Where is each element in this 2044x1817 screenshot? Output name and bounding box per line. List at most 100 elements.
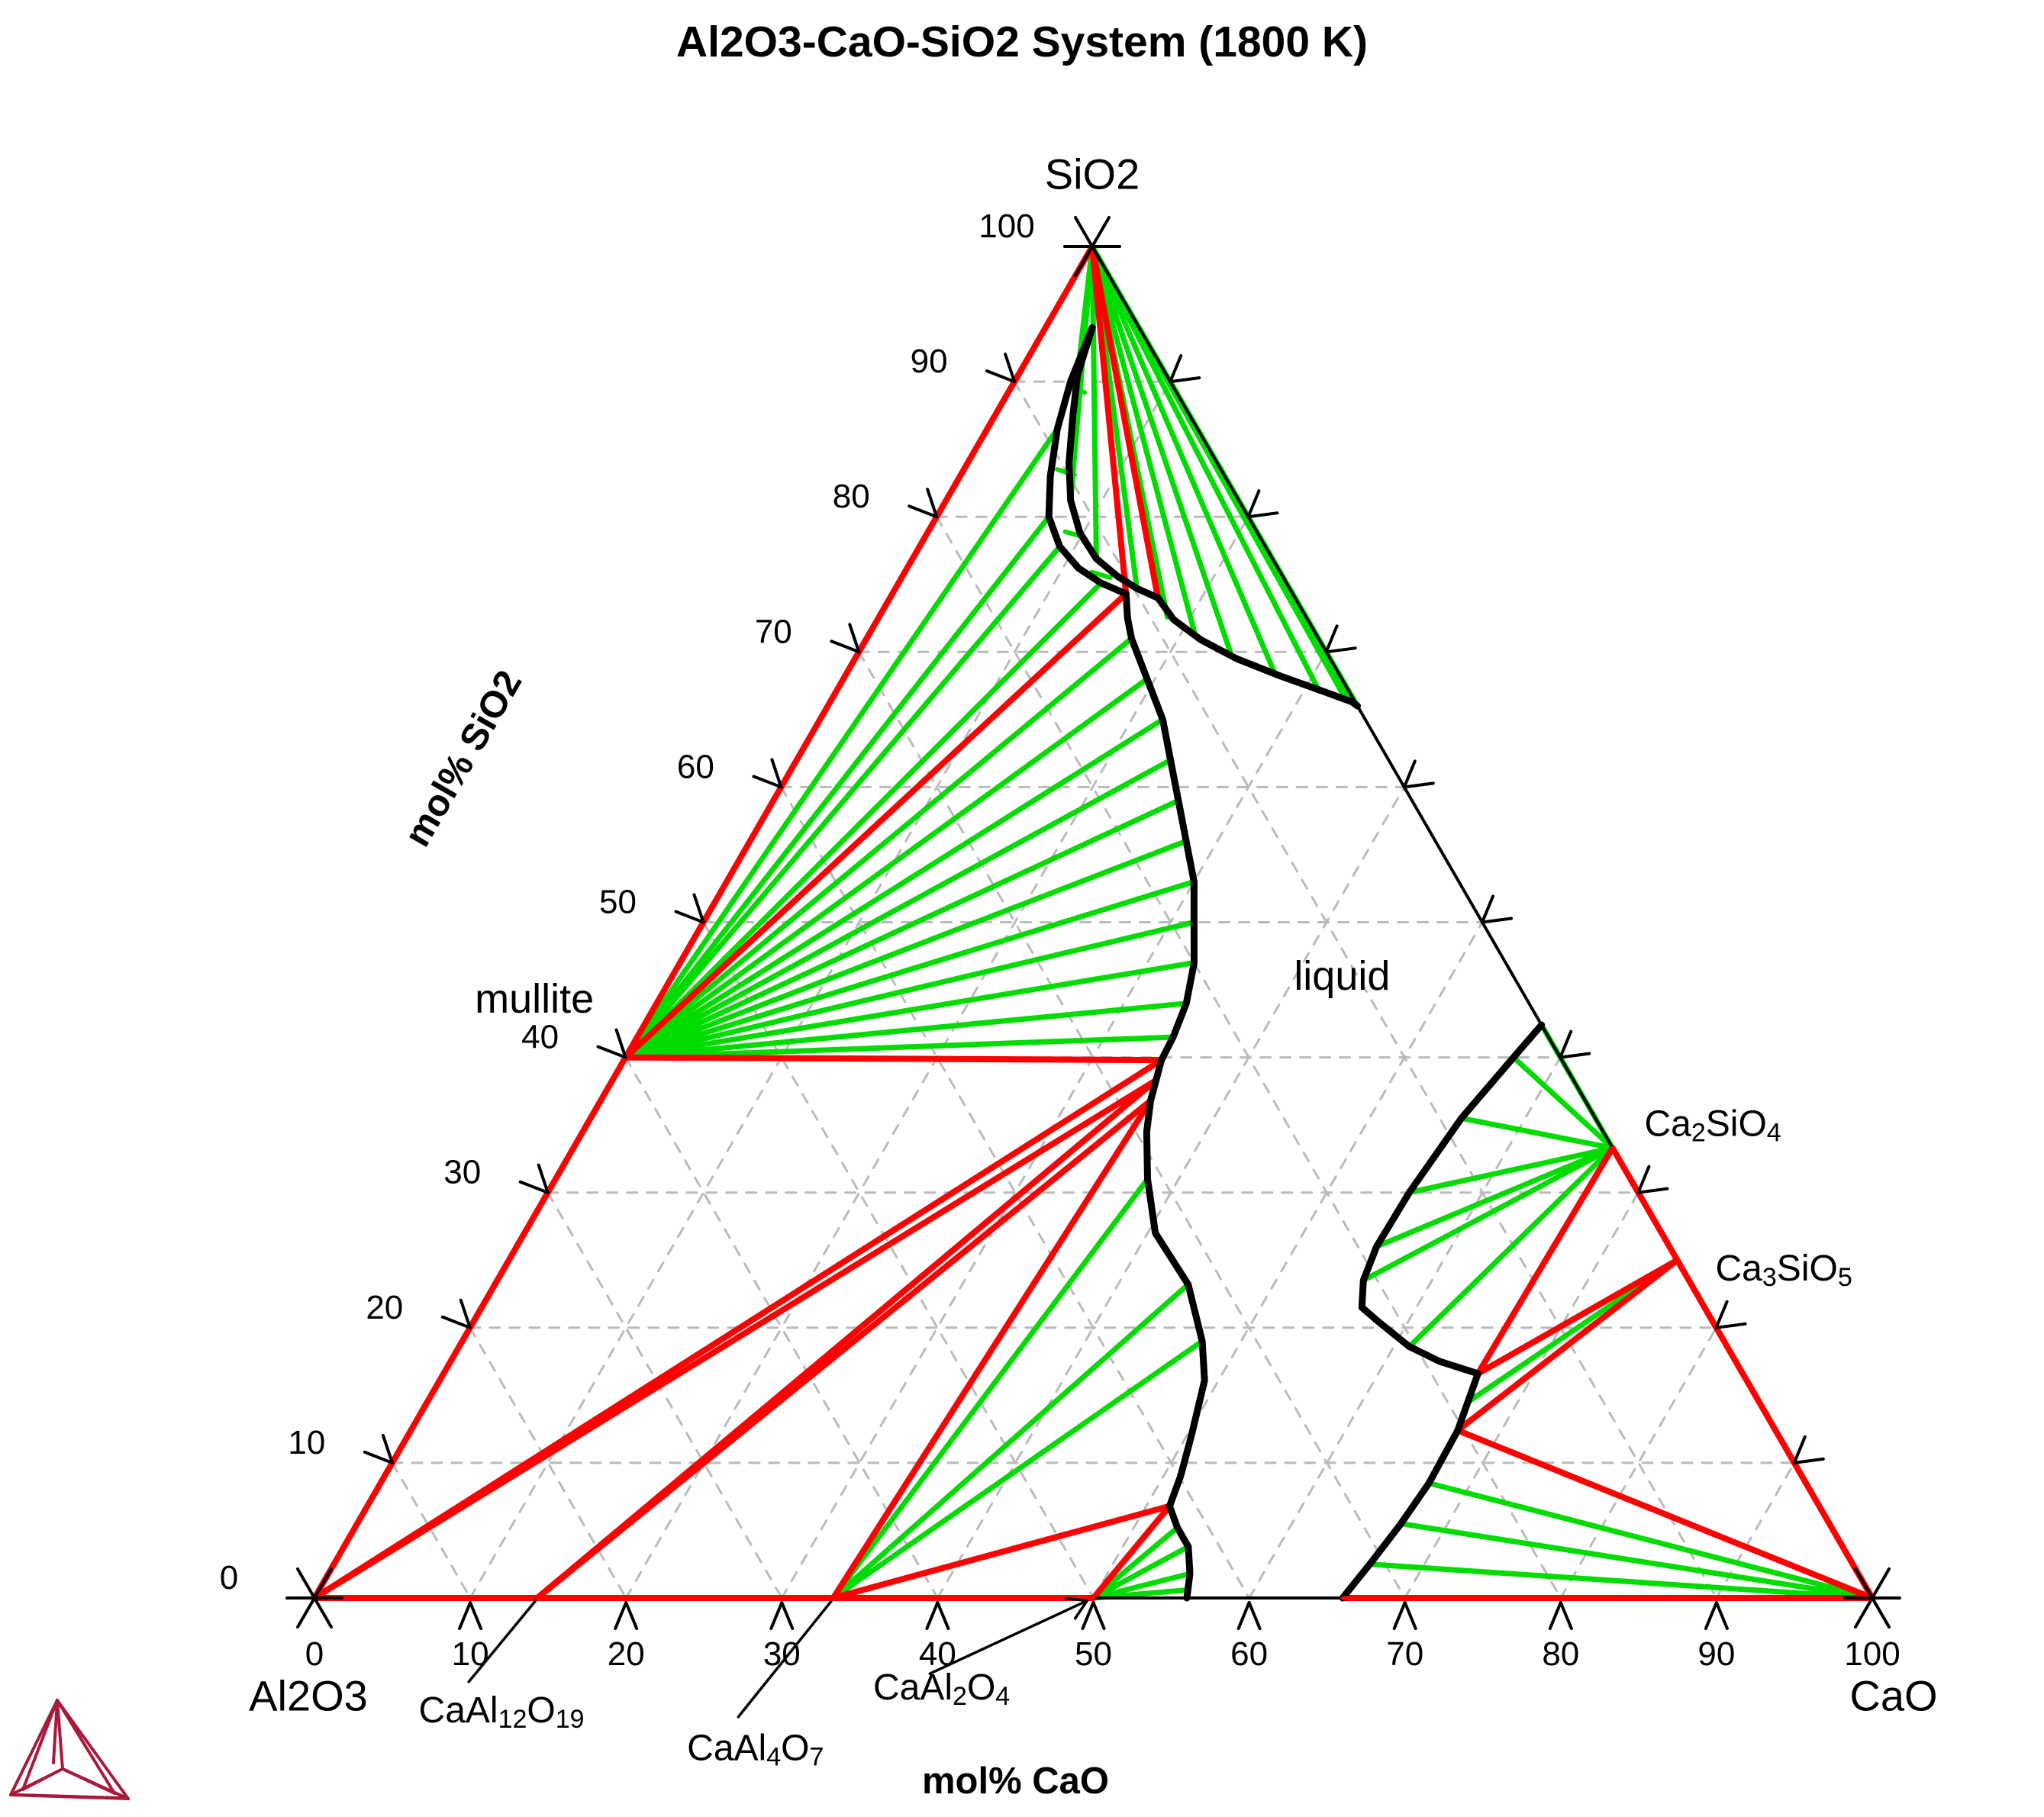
triangle-edge-4 [622,591,1130,1061]
triangle-edge-14 [1454,1257,1681,1434]
logo-line-0 [9,1699,59,1796]
tick-left-20 [440,1315,472,1329]
tie-line-SiO2-6 [1089,243,1234,658]
phase-label-Ca3SiO5: Ca3SiO5 [1716,1248,1852,1292]
tie-line-CaAl2O4-1 [1091,1544,1191,1601]
tick-right-80 [1246,511,1279,519]
bottom-tick-label-20: 20 [608,1635,645,1673]
tie-line-Ca2SiO4-1 [1510,1055,1616,1151]
gridline-al2o3-60 [624,1056,939,1600]
tie-line-mullite-14 [623,1034,1176,1061]
left-tick-label-60: 60 [677,748,714,785]
logo-line-7 [56,1699,116,1795]
tick-right-60 [1402,781,1435,789]
tie-line-mullite-9 [623,838,1189,1061]
tie-line-CaO-1 [1398,1521,1875,1601]
ticks [285,216,1901,1630]
tick-right-70 [1324,646,1357,654]
tie-line-CaAl2O4-2 [1091,1571,1193,1601]
tick-bottom-30 [769,1601,784,1630]
gridline-cao-80 [1559,1326,1718,1600]
tie-line-CaAl4O7-0 [830,1176,1150,1601]
left-tick-label-0: 0 [220,1559,238,1596]
chart-title: Al2O3-CaO-SiO2 System (1800 K) [675,18,1369,66]
triangle-edge-12 [1090,1503,1173,1601]
left-tick-label-20: 20 [366,1289,403,1326]
bottom-tick-label-30: 30 [763,1635,801,1673]
triangle-edge-3 [1089,243,1162,601]
phase-label-Ca2SiO4: Ca2SiO4 [1645,1103,1781,1147]
triangle-edge-15 [1475,1257,1681,1377]
tick-right-20 [1714,1322,1747,1329]
tick-bottom-10 [458,1601,472,1630]
gridline-cao-10 [469,380,1172,1600]
triangle-edge-5 [622,1054,1165,1064]
tie-line-CaAl4O7-2 [830,1339,1205,1601]
tie-line-mullite-8 [623,797,1182,1061]
tick-left-80 [908,504,939,519]
triangle-edge-9 [534,1097,1154,1601]
tie-line-mullite-3 [623,580,1104,1061]
bottom-tick-label-50: 50 [1075,1635,1112,1673]
tie-line-CaAl4O7-1 [830,1281,1191,1601]
phase-label-CaAl12O19: CaAl12O19 [419,1690,585,1734]
tie-line-CaO-0 [1367,1561,1875,1601]
gridline-cao-60 [1248,1056,1562,1600]
bottom-tick-label-60: 60 [1230,1635,1268,1673]
region-label-liquid: liquid [1294,953,1391,1000]
tick-left-40 [596,1045,627,1059]
tie-line-mullite-13 [623,1000,1189,1061]
logo-line-6 [21,1699,59,1791]
left-tick-label-100: 100 [978,208,1034,245]
left-tick-label-50: 50 [599,884,637,921]
corner-label-al2o3: Al2O3 [249,1671,368,1720]
tie-line-Ca2SiO4-4 [1374,1145,1616,1249]
gridline-cao-70 [1404,1191,1639,1600]
left-tick-label-70: 70 [755,613,792,650]
bottom-axis-label: mol% CaO [921,1761,1110,1802]
bottom-tick-label-10: 10 [452,1635,489,1673]
tick-bottom-60 [1236,1601,1251,1630]
tick-bottom-80 [1548,1601,1562,1630]
phase-label-CaAl2O4: CaAl2O4 [873,1667,1010,1711]
boundary-liquidus-right [1339,1021,1546,1602]
edge-right-red [1610,1145,1875,1600]
tie-line-SiO2-7 [1089,243,1278,677]
triangle-edge-2 [1089,243,1130,598]
tie-line-SiO2-8 [1089,243,1322,694]
triangle-edge-13 [1454,1427,1875,1601]
tick-bottom-40 [925,1601,940,1630]
tie-line-mullite-1 [623,514,1052,1061]
left-tick-label-90: 90 [911,343,948,380]
leader-line-CaAl4O7 [737,1599,833,1719]
tick-labels: 0 10 20 30 40 50 60 70 80 90 100 0 10 20 30 40 50 60 70 80 9… [220,208,1901,1673]
gridline-al2o3-80 [469,1326,627,1600]
tie-line-mullite-12 [623,960,1197,1061]
tie-line-Ca2SiO4-6 [1407,1145,1616,1350]
bottom-tick-label-80: 80 [1542,1635,1579,1673]
tick-right-30 [1636,1187,1669,1194]
gridline-al2o3-70 [546,1191,783,1600]
corner-label-sio2: SiO2 [1044,150,1140,198]
bottom-tick-label-90: 90 [1697,1635,1735,1673]
tick-right-50 [1481,917,1513,924]
tick-left-50 [674,910,705,924]
bottom-tick-label-70: 70 [1386,1635,1423,1673]
phase-boundaries [1045,324,1546,1602]
tick-right-10 [1792,1457,1825,1464]
tie-line-mullite-7 [623,757,1174,1061]
bottom-tick-label-40: 40 [919,1635,956,1673]
tick-bottom-50 [1081,1601,1095,1630]
triangle-edge-7 [311,1077,1159,1601]
tick-right-90 [1169,376,1201,384]
phase-label-CaAl4O7: CaAl4O7 [687,1728,824,1772]
tick-left-90 [985,369,1017,384]
tie-line-CaO-2 [1426,1480,1875,1601]
bottom-tick-label-100: 100 [1844,1635,1900,1673]
tie-line-mullite-10 [623,878,1197,1061]
tick-bottom-70 [1392,1601,1407,1630]
tick-left-60 [752,775,783,789]
tick-right-40 [1559,1052,1591,1059]
tick-left-30 [518,1180,550,1194]
tie-line-two-liquid-3 [1089,569,1113,580]
